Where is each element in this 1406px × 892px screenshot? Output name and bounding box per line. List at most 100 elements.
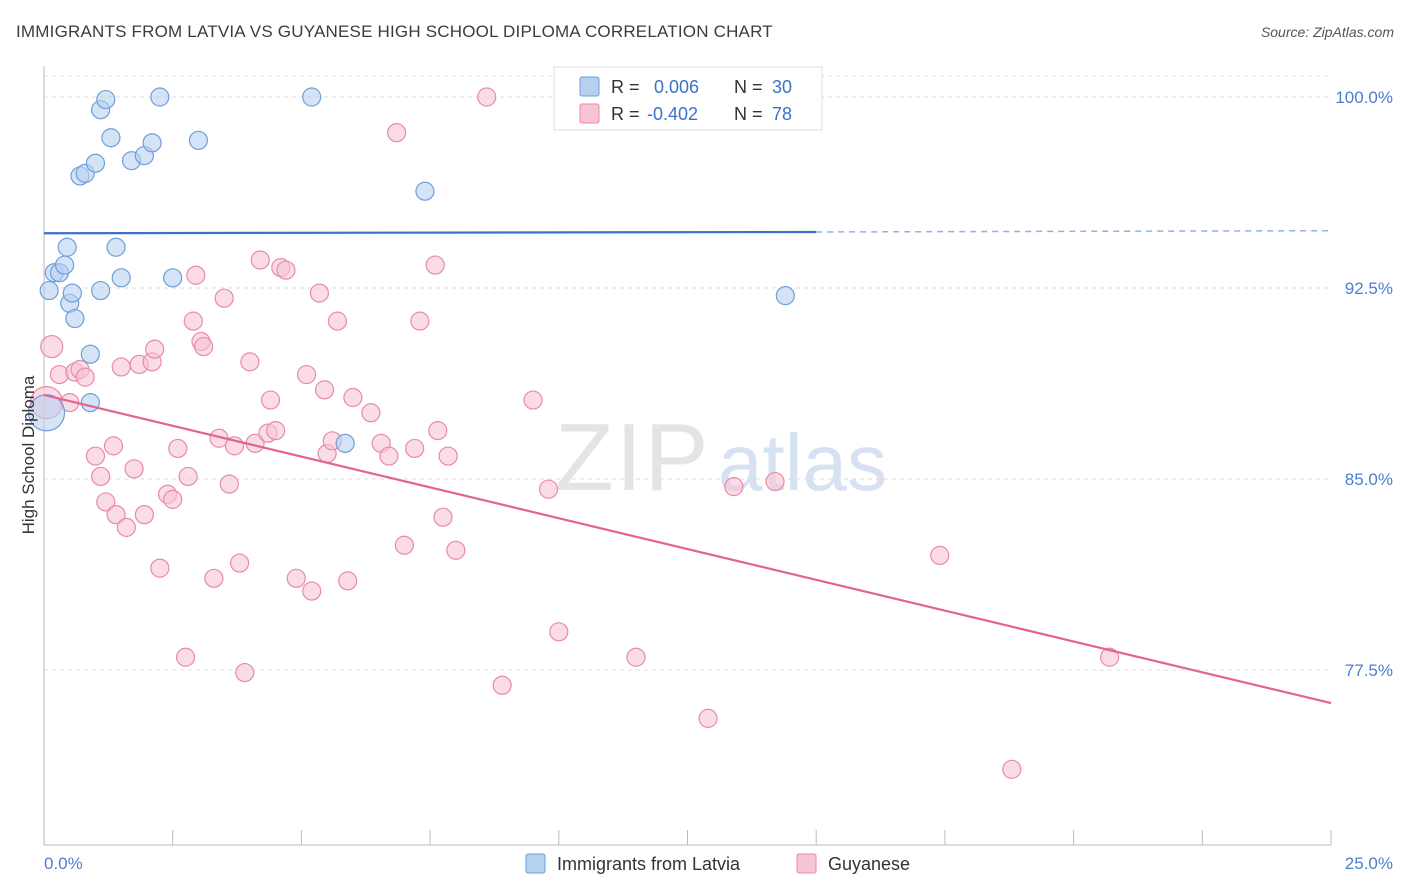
guyanese-point (240, 352, 260, 372)
guyanese-point (250, 250, 270, 270)
grid-layer: 77.5% 85.0% 92.5% 100.0% (44, 75, 1393, 680)
latvia-trend-line (43, 230, 817, 235)
x-tick-label-max: 25.0% (1345, 854, 1393, 873)
guyanese-point (183, 311, 203, 331)
legend-guyanese-n-label: N = (734, 104, 763, 124)
latvia-point (111, 268, 131, 288)
legend-latvia-swatch (579, 76, 600, 97)
guyanese-point (145, 339, 165, 359)
guyanese-point (405, 438, 425, 459)
guyanese-point (438, 446, 458, 466)
trend-layer (43, 229, 1332, 705)
guyanese-point (492, 675, 512, 695)
x-tick-label-min: 0.0% (44, 854, 83, 873)
guyanese-point (116, 517, 136, 537)
latvia-point (106, 237, 126, 257)
guyanese-point (379, 446, 399, 466)
guyanese-point (296, 364, 317, 385)
guyanese-point (193, 336, 214, 357)
legend-bottom: Immigrants from Latvia Guyanese (525, 853, 910, 874)
y-tick-label: 100.0% (1335, 88, 1393, 107)
legend-bottom-latvia-label: Immigrants from Latvia (557, 854, 741, 874)
legend-latvia-n-value: 30 (772, 77, 792, 97)
latvia-point (91, 280, 111, 301)
latvia-trend-extension (816, 229, 1332, 233)
guyanese-point (302, 581, 322, 601)
legend-guyanese-r-label: R = (611, 104, 640, 124)
legend-bottom-guyanese-swatch (796, 853, 817, 874)
latvia-point (57, 237, 77, 257)
guyanese-point (96, 492, 116, 512)
latvia-point (39, 280, 59, 301)
guyanese-point (327, 311, 348, 331)
guyanese-point (361, 403, 381, 423)
latvia-point (80, 344, 100, 364)
legend-bottom-guyanese-label: Guyanese (828, 854, 910, 874)
latvia-point (150, 87, 170, 107)
guyanese-point (538, 479, 559, 499)
guyanese-point (425, 255, 445, 275)
guyanese-point (724, 477, 744, 497)
latvia-point (415, 181, 435, 201)
latvia-point (335, 433, 355, 453)
axis-layer (43, 66, 1332, 846)
latvia-point (302, 87, 322, 107)
guyanese-point (338, 571, 358, 591)
guyanese-point (103, 436, 124, 456)
guyanese-point (168, 438, 188, 459)
guyanese-point (40, 334, 64, 359)
guyanese-trend-line (43, 393, 1332, 705)
guyanese-point (523, 390, 543, 410)
y-tick-label: 77.5% (1345, 661, 1393, 680)
guyanese-point (178, 466, 198, 487)
guyanese-point (134, 505, 154, 525)
latvia-points (27, 87, 795, 453)
guyanese-point (549, 622, 569, 642)
guyanese-point (428, 421, 448, 441)
guyanese-point (626, 647, 646, 667)
guyanese-point (235, 662, 255, 683)
guyanese-point (106, 505, 126, 525)
latvia-point (54, 255, 75, 275)
legend-top: R = 0.006 N = 30 R = -0.402 N = 78 (553, 66, 823, 131)
guyanese-point (124, 459, 144, 479)
legend-guyanese-n-value: 78 (772, 104, 792, 124)
guyanese-point (343, 387, 363, 408)
guyanese-point (433, 507, 453, 527)
legend-guyanese-r-value: -0.402 (647, 104, 698, 124)
latvia-point (62, 283, 82, 303)
guyanese-point (111, 357, 131, 377)
guyanese-point (276, 260, 296, 280)
guyanese-point (286, 568, 306, 588)
guyanese-point (85, 446, 106, 466)
y-axis-label: High School Diploma (19, 375, 38, 534)
guyanese-point (930, 545, 950, 566)
guyanese-point (219, 474, 239, 494)
latvia-point (142, 133, 162, 153)
guyanese-point (175, 647, 196, 667)
guyanese-point (204, 568, 224, 588)
guyanese-point (765, 471, 785, 492)
guyanese-point (410, 311, 430, 331)
latvia-point (80, 393, 100, 413)
latvia-point (775, 286, 795, 306)
legend-latvia-r-value: 0.006 (654, 77, 699, 97)
legend-latvia-n-label: N = (734, 77, 763, 97)
guyanese-point (314, 380, 335, 400)
guyanese-point (163, 489, 183, 509)
y-tick-label: 85.0% (1345, 470, 1393, 489)
guyanese-points (29, 87, 1120, 779)
latvia-point (96, 89, 116, 110)
guyanese-point (150, 558, 170, 578)
guyanese-point (75, 367, 95, 387)
chart-title: IMMIGRANTS FROM LATVIA VS GUYANESE HIGH … (16, 22, 773, 41)
guyanese-point (91, 466, 111, 487)
guyanese-point (477, 87, 497, 107)
watermark-zip: ZIP (555, 404, 710, 511)
guyanese-point (1100, 647, 1120, 667)
latvia-point (65, 308, 85, 329)
legend-bottom-latvia-swatch (525, 853, 546, 874)
latvia-point (188, 130, 209, 150)
